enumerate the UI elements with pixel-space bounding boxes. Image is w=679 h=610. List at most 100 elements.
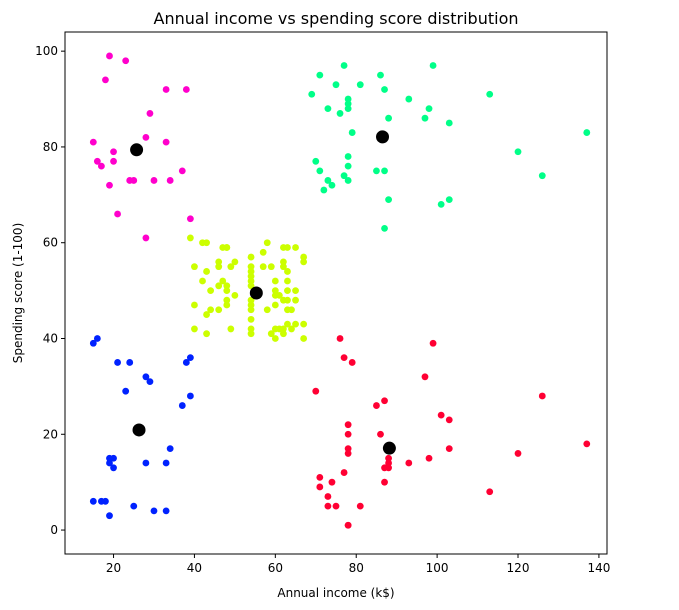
data-point-cluster-3: [247, 296, 255, 304]
data-point-cluster-2: [328, 181, 336, 189]
data-point-cluster-3: [247, 306, 255, 314]
x-tick-label: 80: [349, 561, 364, 575]
data-point-cluster-4: [102, 497, 109, 505]
data-point-cluster-4: [122, 387, 130, 395]
data-point-cluster-3: [292, 244, 299, 251]
data-point-cluster-2: [320, 186, 328, 194]
data-point-cluster-1: [98, 162, 105, 170]
data-point-cluster-1: [142, 234, 150, 242]
data-point-cluster-2: [486, 90, 494, 98]
data-point-cluster-2: [425, 105, 433, 113]
data-point-cluster-5: [381, 397, 388, 405]
data-point-cluster-3: [223, 301, 231, 309]
plot-frame: [64, 31, 608, 555]
data-point-cluster-5: [445, 445, 453, 453]
data-point-cluster-3: [231, 291, 239, 299]
data-point-cluster-2: [405, 95, 413, 103]
data-point-cluster-3: [271, 287, 279, 295]
data-point-cluster-3: [271, 301, 279, 309]
data-point-cluster-3: [227, 325, 235, 333]
data-point-cluster-3: [247, 330, 255, 338]
data-point-cluster-3: [263, 306, 271, 314]
data-point-cluster-2: [332, 81, 340, 89]
data-point-cluster-3: [247, 263, 255, 271]
data-point-cluster-3: [300, 258, 308, 266]
data-point-cluster-3: [284, 268, 291, 275]
data-point-cluster-3: [227, 263, 235, 271]
data-point-cluster-5: [437, 411, 445, 419]
data-point-cluster-3: [215, 282, 223, 290]
data-point-cluster-5: [344, 450, 352, 457]
data-point-cluster-3: [215, 258, 223, 266]
data-point-cluster-5: [583, 440, 591, 448]
data-point-cluster-4: [130, 502, 138, 510]
data-point-cluster-2: [344, 153, 352, 160]
data-point-cluster-3: [207, 306, 215, 314]
data-point-cluster-5: [445, 416, 453, 424]
data-point-cluster-4: [162, 459, 170, 467]
data-point-cluster-3: [223, 296, 231, 304]
data-point-cluster-1: [162, 86, 170, 93]
data-point-cluster-3: [247, 253, 255, 261]
data-point-cluster-1: [114, 210, 121, 218]
y-tick-label: 80: [43, 140, 58, 154]
data-point-cluster-5: [340, 469, 348, 476]
data-point-cluster-4: [186, 392, 194, 400]
data-point-cluster-3: [275, 291, 283, 299]
data-point-cluster-3: [300, 335, 308, 342]
data-point-cluster-3: [284, 287, 291, 295]
centroid-point: [382, 441, 396, 455]
data-point-cluster-3: [203, 268, 210, 275]
data-point-cluster-5: [340, 354, 348, 362]
data-point-cluster-1: [142, 133, 150, 141]
data-point-cluster-2: [538, 172, 546, 180]
data-point-cluster-1: [106, 181, 113, 189]
data-point-cluster-3: [223, 287, 231, 295]
data-point-cluster-5: [356, 502, 364, 510]
data-point-cluster-5: [385, 459, 392, 467]
data-point-cluster-2: [381, 224, 388, 232]
data-point-cluster-5: [316, 473, 324, 481]
data-point-cluster-3: [215, 263, 223, 271]
data-point-cluster-3: [267, 330, 275, 338]
data-point-cluster-4: [182, 359, 190, 366]
data-point-cluster-4: [186, 354, 194, 362]
data-point-cluster-2: [385, 196, 392, 204]
data-point-cluster-3: [203, 330, 210, 338]
data-point-cluster-1: [110, 148, 117, 156]
data-point-cluster-2: [437, 201, 445, 208]
data-point-cluster-2: [514, 148, 522, 156]
data-point-cluster-5: [377, 430, 384, 438]
data-point-cluster-3: [215, 306, 223, 314]
data-point-cluster-3: [280, 258, 287, 266]
data-point-cluster-3: [280, 325, 287, 333]
data-point-cluster-3: [271, 277, 279, 285]
data-point-cluster-4: [126, 359, 134, 366]
data-point-cluster-2: [336, 110, 344, 117]
data-point-cluster-4: [93, 335, 101, 342]
data-point-cluster-3: [186, 234, 194, 242]
data-point-cluster-3: [280, 263, 287, 271]
data-point-cluster-3: [247, 301, 255, 309]
data-point-cluster-3: [191, 301, 198, 309]
data-point-cluster-3: [271, 335, 279, 342]
data-point-cluster-5: [328, 478, 336, 486]
data-point-cluster-3: [219, 277, 227, 285]
x-tick-label: 20: [106, 561, 121, 575]
x-tick-label: 140: [587, 561, 610, 575]
data-point-cluster-1: [166, 177, 174, 184]
data-point-cluster-3: [247, 268, 255, 275]
data-point-cluster-2: [324, 105, 332, 113]
x-tick-label: 40: [187, 561, 202, 575]
data-point-cluster-1: [93, 157, 101, 165]
data-point-cluster-2: [381, 167, 388, 175]
data-point-cluster-2: [340, 172, 348, 180]
data-point-cluster-1: [186, 215, 194, 223]
data-point-cluster-2: [344, 95, 352, 103]
data-point-cluster-5: [514, 450, 522, 457]
data-point-cluster-3: [263, 239, 271, 247]
data-point-cluster-4: [89, 497, 97, 505]
data-point-cluster-2: [385, 114, 392, 122]
data-point-cluster-2: [445, 119, 453, 127]
data-point-cluster-2: [316, 167, 324, 175]
